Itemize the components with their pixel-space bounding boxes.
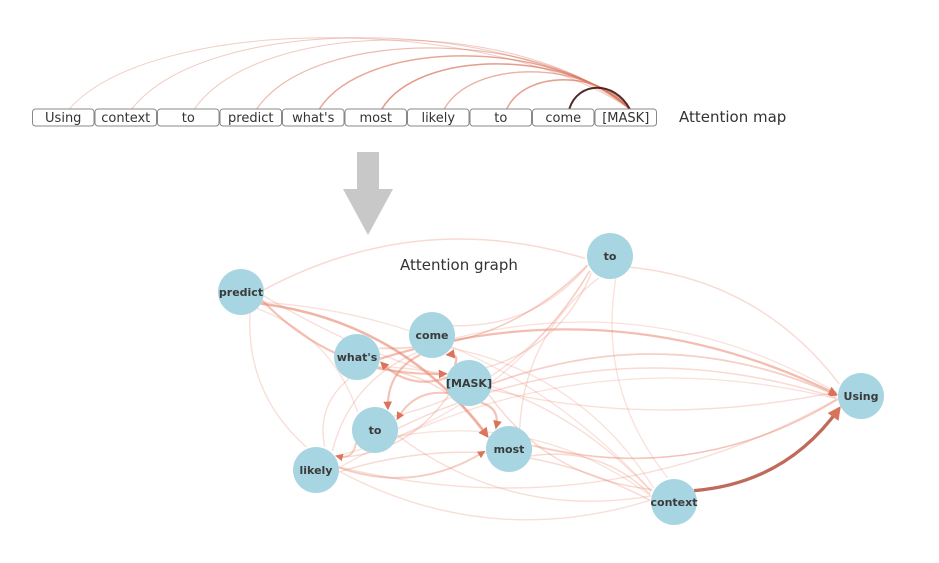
- attention-edge: [380, 361, 447, 383]
- attention-edge: [454, 321, 837, 394]
- attention-edge: [533, 398, 839, 459]
- attention-edge: [340, 377, 839, 468]
- graph-node-label: come: [416, 329, 449, 342]
- attention-graph-caption: Attention graph: [400, 256, 518, 274]
- attention-edge: [380, 264, 590, 349]
- token-box: [594, 108, 657, 127]
- token-box: [282, 108, 345, 127]
- graph-node: [334, 334, 380, 380]
- token-box: [344, 108, 407, 127]
- token-box: [94, 108, 157, 127]
- attention-arc: [443, 71, 631, 110]
- attention-edge: [376, 368, 489, 437]
- attention-edge: [378, 264, 588, 350]
- attention-edge: [488, 394, 653, 491]
- attention-edge: [611, 278, 669, 479]
- graph-node: [486, 426, 532, 472]
- token-label: [MASK]: [602, 111, 649, 126]
- attention-edge: [480, 401, 502, 430]
- attention-edge: [450, 347, 654, 489]
- attention-edge: [383, 353, 421, 411]
- attention-edge: [630, 266, 840, 385]
- graph-node-label: likely: [300, 464, 333, 477]
- attention-edge: [263, 295, 837, 411]
- attention-edge: [453, 265, 588, 327]
- attention-arc: [568, 86, 631, 110]
- token-box: [532, 108, 595, 127]
- token-label: to: [494, 111, 507, 126]
- attention-arc: [506, 79, 631, 110]
- attention-edge: [261, 301, 652, 492]
- attention-edge: [340, 471, 652, 521]
- attention-edge: [377, 365, 652, 493]
- attention-edge: [263, 238, 586, 291]
- attention-edge: [396, 391, 449, 421]
- attention-edge: [445, 349, 458, 366]
- attention-edge: [338, 450, 486, 479]
- graph-node: [838, 373, 884, 419]
- graph-node-label: context: [651, 496, 698, 509]
- attention-edge: [322, 378, 350, 447]
- graph-node-label: Using: [844, 390, 879, 403]
- attention-edge: [397, 367, 837, 430]
- attention-arc: [68, 37, 631, 110]
- token-label: predict: [228, 111, 273, 126]
- attention-map-tokens: Using context to predict what's most likely to c…: [32, 108, 657, 127]
- token-label: most: [360, 111, 393, 126]
- attention-edge: [530, 453, 651, 495]
- attention-edge: [693, 406, 841, 493]
- token-box: [469, 108, 532, 127]
- graph-node: [352, 407, 398, 453]
- graph-node-label: most: [494, 443, 525, 456]
- graph-node-label: [MASK]: [446, 377, 492, 390]
- token-label: context: [101, 111, 150, 126]
- token-box: [407, 108, 470, 127]
- graph-node: [409, 312, 455, 358]
- attention-edge: [337, 393, 450, 459]
- graph-node-label: predict: [219, 286, 263, 299]
- attention-edge: [331, 351, 418, 452]
- token-box: [32, 108, 95, 127]
- attention-edge: [335, 442, 357, 462]
- token-box: [219, 108, 282, 127]
- graph-node-label: to: [604, 250, 617, 263]
- graph-node: [651, 479, 697, 525]
- attention-edge: [393, 270, 591, 417]
- attention-edge: [485, 272, 593, 369]
- graph-node-label: to: [369, 424, 382, 437]
- attention-edge: [249, 313, 307, 448]
- token-label: come: [545, 111, 581, 126]
- attention-edge: [518, 277, 599, 429]
- attention-graph-edges: [249, 238, 841, 521]
- graph-node: [446, 360, 492, 406]
- attention-edge: [256, 307, 359, 413]
- attention-edge: [338, 398, 837, 489]
- attention-map-arcs: [68, 37, 631, 110]
- attention-map-caption: Attention map: [679, 108, 786, 126]
- attention-graph-nodes: to predict come what's [MASK] Using to most like…: [218, 233, 884, 525]
- attention-arc: [193, 39, 631, 110]
- attention-arc: [381, 63, 631, 110]
- token-label: what's: [292, 111, 335, 126]
- token-label: to: [182, 111, 195, 126]
- attention-edge: [399, 430, 653, 498]
- graph-node: [587, 233, 633, 279]
- down-arrow-icon: [343, 152, 393, 235]
- attention-edge: [260, 302, 489, 439]
- token-box: [157, 108, 220, 127]
- attention-edge: [491, 353, 838, 397]
- token-label: likely: [421, 111, 455, 126]
- graph-node-label: what's: [337, 351, 378, 364]
- attention-edge: [396, 434, 650, 502]
- graph-node: [218, 269, 264, 315]
- graph-node: [293, 447, 339, 493]
- attention-edge: [531, 399, 837, 460]
- token-label: Using: [45, 111, 81, 126]
